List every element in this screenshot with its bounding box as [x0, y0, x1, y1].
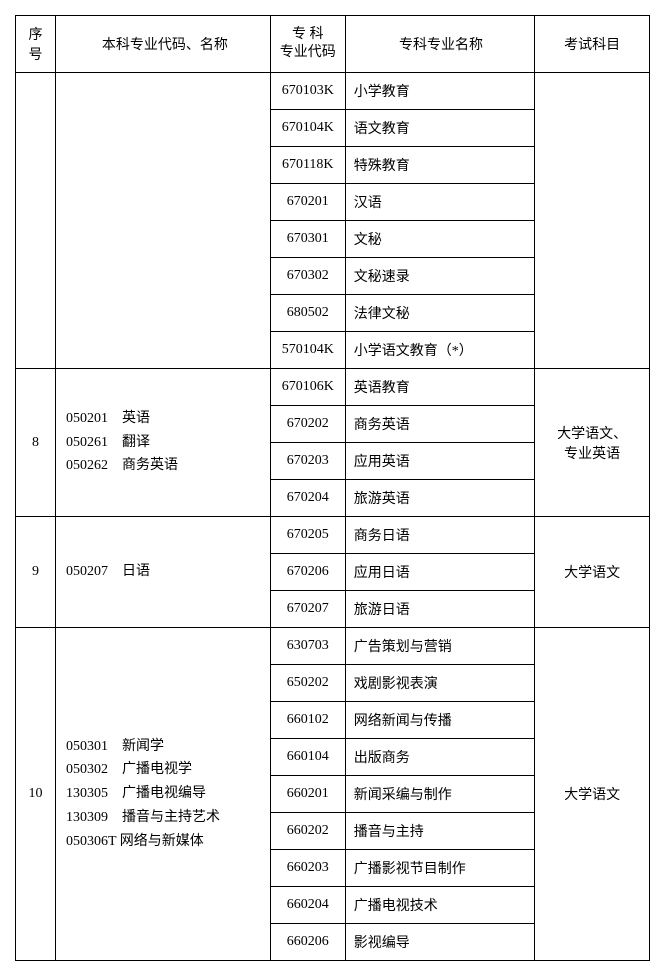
seq-cell — [16, 73, 56, 369]
code-cell: 650202 — [270, 665, 345, 702]
major-table: 序号 本科专业代码、名称 专 科 专业代码 专科专业名称 考试科目 670103… — [15, 15, 650, 961]
major-line: 050262 商务英语 — [66, 454, 264, 478]
seq-cell: 9 — [16, 517, 56, 628]
name-cell: 汉语 — [345, 184, 535, 221]
code-cell: 670106K — [270, 369, 345, 406]
code-cell: 670103K — [270, 73, 345, 110]
major-line: 050201 英语 — [66, 407, 264, 431]
code-cell: 670205 — [270, 517, 345, 554]
table-row: 9050207 日语670205商务日语大学语文 — [16, 517, 650, 554]
code-cell: 670201 — [270, 184, 345, 221]
header-row: 序号 本科专业代码、名称 专 科 专业代码 专科专业名称 考试科目 — [16, 16, 650, 73]
name-cell: 戏剧影视表演 — [345, 665, 535, 702]
name-cell: 旅游日语 — [345, 591, 535, 628]
table-row: 10050301 新闻学050302 广播电视学130305 广播电视编导130… — [16, 628, 650, 665]
name-cell: 播音与主持 — [345, 813, 535, 850]
header-name: 专科专业名称 — [345, 16, 535, 73]
major-cell: 050207 日语 — [55, 517, 270, 628]
code-cell: 660102 — [270, 702, 345, 739]
code-cell: 660206 — [270, 924, 345, 961]
major-line: 050301 新闻学 — [66, 735, 264, 759]
code-cell: 660203 — [270, 850, 345, 887]
name-cell: 出版商务 — [345, 739, 535, 776]
name-cell: 小学语文教育（*） — [345, 332, 535, 369]
name-cell: 广播影视节目制作 — [345, 850, 535, 887]
name-cell: 应用英语 — [345, 443, 535, 480]
code-cell: 670104K — [270, 110, 345, 147]
code-cell: 660202 — [270, 813, 345, 850]
code-cell: 670203 — [270, 443, 345, 480]
code-cell: 570104K — [270, 332, 345, 369]
header-seq: 序号 — [16, 16, 56, 73]
code-cell: 660204 — [270, 887, 345, 924]
major-line: 050207 日语 — [66, 560, 264, 584]
seq-cell: 10 — [16, 628, 56, 961]
exam-cell: 大学语文 — [535, 628, 650, 961]
name-cell: 网络新闻与传播 — [345, 702, 535, 739]
major-line: 050306T 网络与新媒体 — [66, 830, 264, 854]
name-cell: 小学教育 — [345, 73, 535, 110]
name-cell: 影视编导 — [345, 924, 535, 961]
code-cell: 670206 — [270, 554, 345, 591]
code-cell: 660201 — [270, 776, 345, 813]
name-cell: 语文教育 — [345, 110, 535, 147]
name-cell: 法律文秘 — [345, 295, 535, 332]
major-line: 130305 广播电视编导 — [66, 782, 264, 806]
code-cell: 670301 — [270, 221, 345, 258]
major-cell: 050301 新闻学050302 广播电视学130305 广播电视编导13030… — [55, 628, 270, 961]
code-cell: 660104 — [270, 739, 345, 776]
name-cell: 商务英语 — [345, 406, 535, 443]
major-line: 050302 广播电视学 — [66, 758, 264, 782]
name-cell: 商务日语 — [345, 517, 535, 554]
seq-cell: 8 — [16, 369, 56, 517]
name-cell: 特殊教育 — [345, 147, 535, 184]
exam-cell: 大学语文 — [535, 517, 650, 628]
name-cell: 文秘 — [345, 221, 535, 258]
major-cell — [55, 73, 270, 369]
name-cell: 广播电视技术 — [345, 887, 535, 924]
table-row: 8050201 英语050261 翻译050262 商务英语670106K英语教… — [16, 369, 650, 406]
exam-cell: 大学语文、 专业英语 — [535, 369, 650, 517]
table-body: 670103K小学教育670104K语文教育670118K特殊教育670201汉… — [16, 73, 650, 961]
code-cell: 630703 — [270, 628, 345, 665]
code-cell: 670204 — [270, 480, 345, 517]
header-major: 本科专业代码、名称 — [55, 16, 270, 73]
major-line: 130309 播音与主持艺术 — [66, 806, 264, 830]
code-cell: 670118K — [270, 147, 345, 184]
name-cell: 文秘速录 — [345, 258, 535, 295]
name-cell: 旅游英语 — [345, 480, 535, 517]
name-cell: 新闻采编与制作 — [345, 776, 535, 813]
code-cell: 670207 — [270, 591, 345, 628]
code-cell: 670302 — [270, 258, 345, 295]
header-exam: 考试科目 — [535, 16, 650, 73]
name-cell: 广告策划与营销 — [345, 628, 535, 665]
major-cell: 050201 英语050261 翻译050262 商务英语 — [55, 369, 270, 517]
code-cell: 680502 — [270, 295, 345, 332]
code-cell: 670202 — [270, 406, 345, 443]
name-cell: 英语教育 — [345, 369, 535, 406]
name-cell: 应用日语 — [345, 554, 535, 591]
major-line: 050261 翻译 — [66, 431, 264, 455]
exam-cell — [535, 73, 650, 369]
header-code: 专 科 专业代码 — [270, 16, 345, 73]
table-row: 670103K小学教育 — [16, 73, 650, 110]
